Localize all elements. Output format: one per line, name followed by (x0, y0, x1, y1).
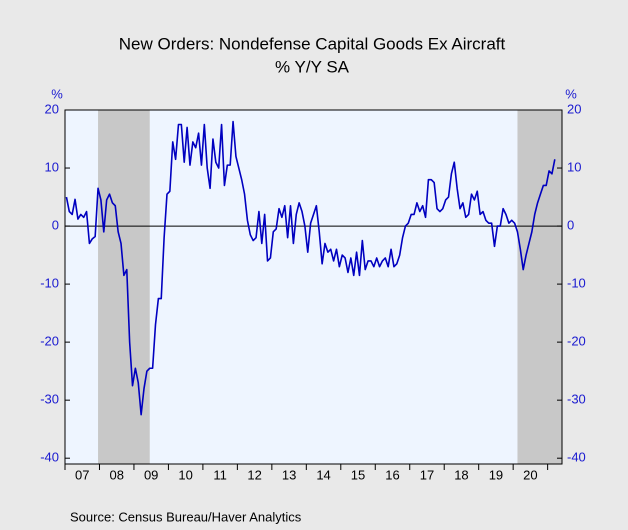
x-tick-label: 16 (385, 467, 399, 482)
x-tick-label: 13 (282, 467, 296, 482)
y2-tick-label: 10 (567, 159, 581, 174)
x-tick-label: 08 (109, 467, 123, 482)
y2-tick-label: -20 (567, 334, 586, 349)
y-tick-label: 0 (52, 218, 59, 233)
y-tick-label: -20 (40, 334, 59, 349)
x-tick-label: 18 (454, 467, 468, 482)
y-tick-label: -30 (40, 392, 59, 407)
data-line (65, 120, 556, 416)
y-tick-label: -40 (40, 450, 59, 465)
y-axis-label: % (51, 86, 63, 101)
x-tick-label: 14 (316, 467, 330, 482)
y2-tick-label: -10 (567, 276, 586, 291)
chart-subtitle: % Y/Y SA (275, 57, 350, 76)
x-tick-label: 19 (489, 467, 503, 482)
chart-title: New Orders: Nondefense Capital Goods Ex … (119, 34, 506, 53)
recession-band (517, 110, 562, 464)
x-tick-label: 20 (523, 467, 537, 482)
y2-axis-label: % (565, 86, 577, 101)
x-tick-label: 10 (178, 467, 192, 482)
x-tick-label: 17 (420, 467, 434, 482)
x-tick-label: 09 (144, 467, 158, 482)
x-tick-label: 11 (213, 467, 227, 482)
y2-tick-label: -30 (567, 392, 586, 407)
x-tick-label: 15 (351, 467, 365, 482)
y2-tick-label: 0 (567, 218, 574, 233)
y2-tick-label: -40 (567, 450, 586, 465)
y-tick-label: 10 (45, 159, 59, 174)
y2-tick-label: 20 (567, 101, 581, 116)
x-tick-label: 07 (75, 467, 89, 482)
source-note: Source: Census Bureau/Haver Analytics (70, 509, 302, 524)
recession-band (98, 110, 150, 464)
y-tick-label: 20 (45, 101, 59, 116)
x-tick-label: 12 (247, 467, 261, 482)
plot-frame (64, 109, 563, 465)
y-tick-label: -10 (40, 276, 59, 291)
